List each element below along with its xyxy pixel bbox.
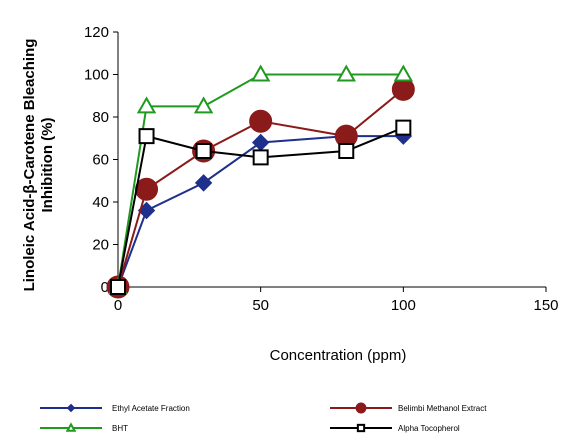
data-point-square [110,279,126,295]
x-tick-label: 100 [391,297,416,314]
data-point-square [338,143,355,159]
legend: Ethyl Acetate Fraction Belimbi Methanol E… [40,402,487,433]
data-point-square [395,119,412,136]
y-tick-label: 40 [92,194,109,211]
series-group [106,64,415,299]
data-point-circle [391,77,415,101]
data-point-triangle [65,422,77,432]
data-point-square [138,128,155,145]
data-point-square [356,423,366,433]
data-point-circle [355,402,367,414]
data-point-diamond [194,174,213,192]
data-point-triangle [250,64,271,82]
y-tick-label: 100 [84,67,109,84]
legend-item: Ethyl Acetate Fraction [40,403,190,413]
data-point-diamond [251,133,270,152]
y-tick-label: 60 [92,152,109,169]
y-tick-label: 0 [101,279,109,296]
legend-label: BHT [112,424,128,433]
data-point-triangle [336,64,356,82]
y-tick-label: 120 [84,24,109,41]
data-point-triangle [193,96,214,114]
series-line [117,126,404,288]
data-point-square [195,143,212,159]
axes [113,31,547,292]
data-point-triangle [393,64,414,82]
y-axis-title-line1: Linoleic Acid-β-Carotene Bleaching [21,39,38,292]
x-axis-title: Concentration (ppm) [270,347,407,364]
data-point-square [252,149,269,166]
legend-item: BHT [40,422,128,433]
data-point-circle [249,109,273,133]
series-square [110,119,412,295]
data-point-diamond [66,403,76,413]
series-triangle [108,64,414,294]
legend-item: Alpha Tocopherol [330,423,460,433]
y-tick-labels: 0 20 40 60 80 100 120 [84,24,109,296]
series-line [117,88,404,288]
x-tick-label: 150 [533,297,558,314]
x-tick-label: 0 [114,297,122,314]
y-tick-label: 20 [92,237,109,254]
legend-label: Belimbi Methanol Extract [398,404,487,413]
legend-item: Belimbi Methanol Extract [330,402,487,414]
y-axis-title: Linoleic Acid-β-Carotene Bleaching Inhib… [21,39,56,292]
legend-label: Ethyl Acetate Fraction [112,404,190,413]
x-tick-label: 50 [252,297,269,314]
y-axis-title-line2: Inhibition (%) [39,118,56,213]
data-point-triangle [136,96,157,114]
x-tick-labels: 0 50 100 150 [114,297,559,314]
y-tick-label: 80 [92,109,109,126]
legend-label: Alpha Tocopherol [398,424,460,433]
